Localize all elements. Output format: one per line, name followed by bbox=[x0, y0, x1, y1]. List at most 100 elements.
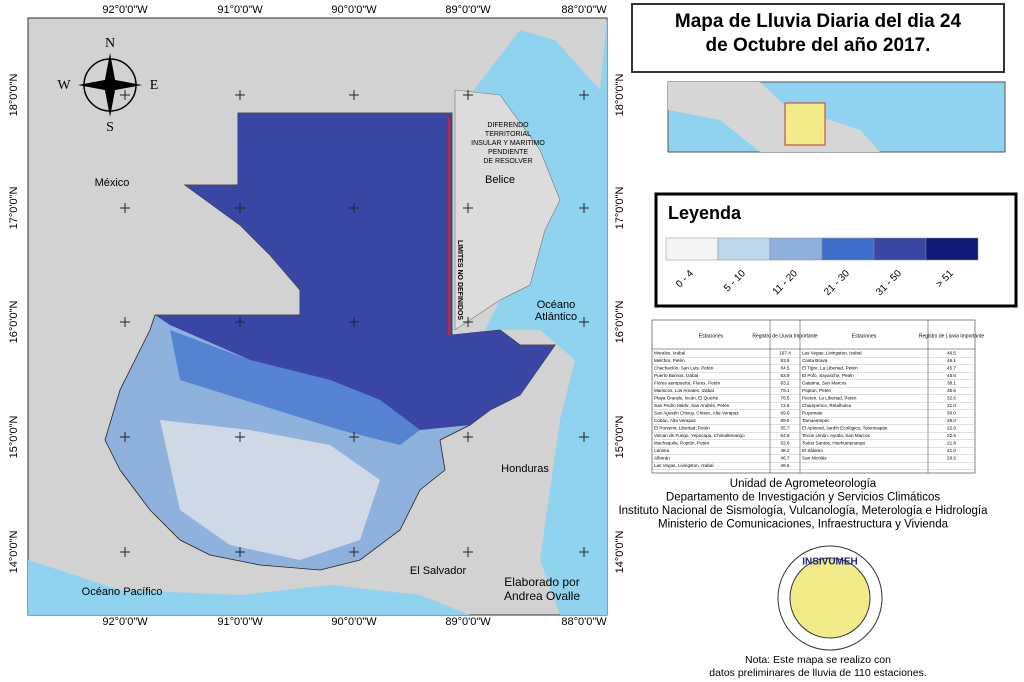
table-cell: 38.1 bbox=[947, 381, 956, 386]
table-cell: Tecún Umán, Ayutla, San Marcos bbox=[802, 433, 871, 438]
lon-label: 90°0'0"W bbox=[331, 616, 377, 628]
belize bbox=[454, 89, 561, 331]
table-cell: Playa Grande, Ixcán, El Quiché bbox=[654, 396, 719, 401]
graticule bbox=[463, 547, 473, 557]
table-cell: El Apixoral, Jardín Ecológico, Totonicap… bbox=[802, 426, 888, 431]
lon-label: 92°0'0"W bbox=[102, 616, 148, 628]
table-cell: 45.5 bbox=[947, 373, 956, 378]
lon-label: 92°0'0"W bbox=[102, 4, 148, 16]
logo-text: INSIVUMEH bbox=[802, 557, 858, 568]
table-header: Registro de Lluvia Importante bbox=[752, 333, 818, 339]
table-cell: 54.8 bbox=[781, 433, 790, 438]
lon-label: 88°0'0"W bbox=[561, 616, 607, 628]
table-cell: 35.6 bbox=[947, 388, 956, 393]
table-cell: Puerto Barrios, Izabal bbox=[654, 373, 698, 378]
note: datos preliminares de lluvia de 110 esta… bbox=[709, 667, 927, 679]
legend-title: Leyenda bbox=[668, 203, 742, 223]
legend-swatch bbox=[717, 237, 771, 261]
note: Nota: Este mapa se realizo con bbox=[745, 654, 891, 666]
lon-label: 88°0'0"W bbox=[561, 4, 607, 16]
table-cell: 48.2 bbox=[781, 448, 790, 453]
place-label: México bbox=[95, 177, 130, 189]
place-label: Océano Pacífico bbox=[82, 586, 163, 598]
compass-letter: S bbox=[106, 120, 114, 135]
table-cell: Tamuentepec bbox=[802, 418, 830, 423]
graticule bbox=[349, 547, 359, 557]
lat-label: 18°0'0"N bbox=[614, 74, 626, 117]
lat-label: 15°0'0"N bbox=[614, 416, 626, 459]
table-cell: El Porvenir, Libertad, Petén bbox=[654, 426, 710, 431]
table-cell: Lanima bbox=[654, 448, 670, 453]
table-cell: Flores aeropuerto, Flores, Petén bbox=[654, 381, 721, 386]
table-cell: Machaquila, Poptún, Petén bbox=[654, 441, 710, 446]
table-header: Registro de Lluvia Importante bbox=[919, 333, 985, 339]
table-header: Estaciones bbox=[699, 333, 724, 339]
table-cell: San Agustín Chixoy, Chisec, Alta Verapaz bbox=[654, 411, 739, 416]
graticule bbox=[235, 547, 245, 557]
credit-line: Ministerio de Comunicaciones, Infraestru… bbox=[658, 519, 949, 531]
table-cell: 107.4 bbox=[779, 351, 791, 356]
table-cell: 79.1 bbox=[781, 388, 790, 393]
table-cell: 52.6 bbox=[781, 441, 790, 446]
table-cell: Chachaclún, San Luis, Petén bbox=[654, 366, 714, 371]
graticule bbox=[349, 203, 359, 213]
table-cell: El Polo, Sayaxché, Petén bbox=[802, 373, 854, 378]
graticule bbox=[235, 203, 245, 213]
graticule bbox=[349, 432, 359, 442]
table-cell: 83.2 bbox=[781, 381, 790, 386]
inset-land bbox=[668, 82, 880, 152]
table-cell: Alborán bbox=[654, 456, 670, 461]
lon-label: 89°0'0"W bbox=[445, 616, 491, 628]
table-cell: Melchor, Petén bbox=[654, 358, 685, 363]
table-cell: 30.0 bbox=[947, 411, 956, 416]
table-cell: Catarina, San Marcos bbox=[802, 381, 847, 386]
logo bbox=[789, 557, 871, 639]
author: Elaborado por Andrea Ovalle bbox=[504, 575, 580, 603]
credit-line: Unidad de Agrometeorología bbox=[730, 478, 877, 490]
title-box bbox=[631, 3, 1005, 73]
graticule bbox=[120, 317, 130, 327]
lat-label: 16°0'0"N bbox=[8, 301, 20, 344]
lon-label: 91°0'0"W bbox=[217, 616, 263, 628]
legend-swatch bbox=[925, 237, 979, 261]
table-cell: San Nicolás bbox=[802, 456, 827, 461]
place-label: El Salvador bbox=[410, 565, 467, 577]
table-cell: San Pedro Mártir, San Andrés, Petén bbox=[654, 403, 730, 408]
table-header: Estaciones bbox=[852, 333, 877, 339]
table-cell: 83.9 bbox=[781, 358, 790, 363]
table-cell: 21.8 bbox=[947, 441, 956, 446]
graticule bbox=[463, 90, 473, 100]
table-cell: 69.6 bbox=[781, 411, 790, 416]
lat-label: 17°0'0"N bbox=[8, 187, 20, 230]
graticule bbox=[235, 432, 245, 442]
credit-line: Departamento de Investigación y Servicio… bbox=[666, 492, 940, 504]
station-table bbox=[651, 319, 976, 474]
graticule bbox=[120, 547, 130, 557]
title: Mapa de Lluvia Diaria del dia 24 de Octub… bbox=[675, 11, 962, 56]
table-cell: Morales, Izabal bbox=[654, 351, 685, 356]
table-cell: 46.5 bbox=[781, 463, 790, 468]
dry-zone bbox=[160, 420, 380, 560]
table-cell: 22.6 bbox=[947, 426, 956, 431]
caribbean bbox=[470, 18, 607, 615]
table-cell: 69.0 bbox=[781, 418, 790, 423]
table-cell: El Sálamo bbox=[802, 448, 823, 453]
graticule bbox=[579, 317, 589, 327]
table-cell: Mariscos, Los Amates, Izabal bbox=[654, 388, 714, 393]
table-cell: Volcán de Fuego, Yepocapa, Chimaltenango bbox=[654, 433, 745, 438]
table-cell: 84.5 bbox=[781, 366, 790, 371]
table-cell: 21.0 bbox=[947, 448, 956, 453]
place-label: Belice bbox=[485, 174, 515, 186]
table-cell: Las Vegas, Livingston, Izabal bbox=[654, 463, 714, 468]
table-cell: Costa Brava bbox=[802, 358, 828, 363]
table-cell: 46.1 bbox=[947, 358, 956, 363]
graticule bbox=[120, 90, 130, 100]
graticule bbox=[349, 90, 359, 100]
table-cell: Las Vegas, Livingston, Izabal bbox=[802, 351, 862, 356]
pacific bbox=[28, 560, 470, 615]
place-label: Océano Atlántico bbox=[535, 299, 577, 323]
table-cell: 83.9 bbox=[781, 373, 790, 378]
table-cell: Todos Santos, Huehuetenango bbox=[802, 441, 866, 446]
legend-swatch bbox=[665, 237, 719, 261]
